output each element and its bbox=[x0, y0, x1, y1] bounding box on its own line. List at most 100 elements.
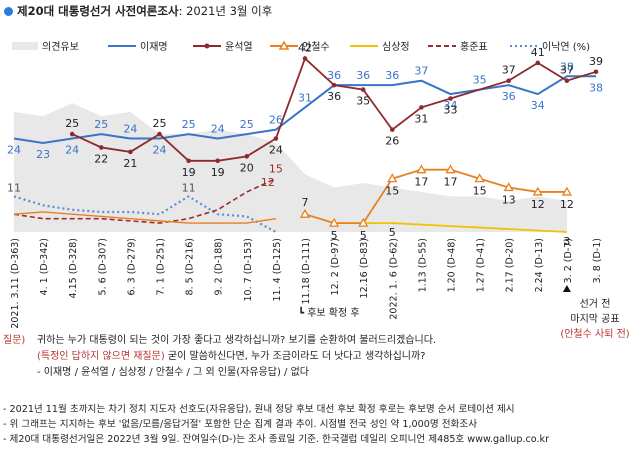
footnote-3: - 제20대 대통령선거일은 2022년 3월 9일. 잔여일수(D-)는 조사… bbox=[3, 434, 550, 446]
x-tick-18: 2.24 (D-13) bbox=[534, 238, 545, 292]
lee-label-8: 25 bbox=[240, 118, 254, 131]
yoon-point-7 bbox=[215, 158, 220, 164]
ahn-label-4: 17 bbox=[414, 176, 428, 189]
yoon-point-5 bbox=[157, 131, 162, 137]
legend-undecided-swatch bbox=[12, 42, 38, 50]
x-tick-11: 12. 2 (D-97) bbox=[330, 238, 341, 295]
ahn-point-14 bbox=[416, 164, 427, 174]
ahn-early-line bbox=[13, 211, 277, 224]
final-line2: 마지막 공표 bbox=[570, 314, 620, 325]
ahn-point-13 bbox=[387, 173, 398, 183]
lee-label-7: 24 bbox=[211, 123, 225, 136]
x-tick-10: 11.18 (D-111) bbox=[301, 238, 312, 305]
yoon-label-11: 26 bbox=[385, 135, 399, 148]
yoon-label-15: 41 bbox=[531, 46, 545, 59]
yoon-point-4 bbox=[128, 149, 133, 155]
yoon-point-17 bbox=[506, 78, 512, 83]
ahn-point-16 bbox=[474, 173, 485, 183]
question-line1: 귀하는 누가 대통령이 되는 것이 가장 좋다고 생각하십니까? 보기를 순환하… bbox=[37, 335, 437, 346]
yoon-point-19 bbox=[564, 78, 570, 83]
lee-label-10: 31 bbox=[298, 91, 312, 104]
legend-yoon-marker bbox=[204, 43, 210, 49]
lee-label-9: 26 bbox=[269, 114, 283, 127]
lee-label-11: 36 bbox=[327, 69, 341, 82]
lee-label-17: 36 bbox=[502, 90, 516, 103]
legend-yoon-label: 윤석열 bbox=[225, 41, 253, 53]
ahn-label-1: 5 bbox=[331, 229, 338, 242]
nominee-text: 후보 확정 후 bbox=[307, 308, 360, 319]
hong-line bbox=[13, 177, 277, 224]
title-rest: : 2021년 3월 이후 bbox=[178, 4, 273, 18]
lee-label-15: 34 bbox=[444, 99, 458, 112]
ahn-label-0: 7 bbox=[302, 196, 309, 209]
ahn-point-10 bbox=[299, 208, 311, 218]
page-title: 제20대 대통령선거 사전여론조사: 2021년 3월 이후 bbox=[4, 3, 272, 19]
undecided-area bbox=[14, 102, 567, 232]
yoon-point-6 bbox=[186, 158, 191, 164]
yoon-label-12: 31 bbox=[414, 112, 428, 125]
x-tick-1: 4. 1 (D-342) bbox=[39, 238, 50, 295]
yoon-point-8 bbox=[244, 154, 250, 159]
lee-label-12: 36 bbox=[356, 69, 370, 82]
yoon-line-0 bbox=[71, 56, 597, 162]
x-tick-4: 6. 3 (D-279) bbox=[126, 238, 137, 295]
lee-label-2: 24 bbox=[65, 144, 79, 157]
lee-label-19: 38 bbox=[560, 60, 574, 73]
lee-label-13: 36 bbox=[385, 69, 399, 82]
lee-label-20: 38 bbox=[589, 81, 603, 94]
x-tick-20: 3. 8 (D-1) bbox=[592, 238, 603, 283]
lee-label-18: 34 bbox=[531, 99, 545, 112]
yoon-label-4: 19 bbox=[182, 166, 196, 179]
x-tick-2: 4.15 (D-328) bbox=[68, 238, 79, 298]
legend-undecided-label: 의견유보 bbox=[42, 41, 79, 53]
x-tick-3: 5. 6 (D-307) bbox=[97, 238, 108, 295]
ahn-label-8: 12 bbox=[531, 198, 545, 211]
nominee-annotation: ┗ 후보 확정 후 bbox=[298, 308, 360, 319]
ahn-label-7: 13 bbox=[502, 194, 516, 207]
x-tick-5: 7. 1 (D-251) bbox=[156, 238, 167, 295]
yoon-point-3 bbox=[99, 145, 104, 150]
x-tick-16: 1.27 (D-41) bbox=[476, 238, 487, 292]
yoon-label-7: 24 bbox=[269, 144, 283, 157]
ahn-point-19 bbox=[561, 186, 573, 196]
ahn-label-9: 12 bbox=[560, 198, 574, 211]
question-line3: - 이재명 / 윤석열 / 심상정 / 안철수 / 그 외 인물(자유응답) /… bbox=[37, 367, 309, 378]
footnote-1: - 2021년 11월 초까지는 차기 정치 지도자 선호도(자유응답), 원내… bbox=[3, 404, 515, 415]
sim-label-3: 3 bbox=[563, 235, 570, 248]
x-tick-7: 9. 2 (D-188) bbox=[214, 238, 225, 295]
lee-label-5: 24 bbox=[153, 144, 167, 157]
lee-label-14: 37 bbox=[414, 65, 428, 78]
lnk-label-1: 11 bbox=[182, 181, 196, 194]
yoon-label-1: 22 bbox=[94, 152, 108, 165]
final-line1: 선거 전 bbox=[579, 299, 611, 310]
lee-label-3: 25 bbox=[94, 118, 108, 131]
question-line2-red: (특정인 답하지 않으면 재질문) bbox=[37, 351, 165, 362]
ahn-label-6: 15 bbox=[473, 185, 487, 198]
yoon-point-12 bbox=[360, 87, 366, 92]
final-annotation: 선거 전 마지막 공표 (안철수 사퇴 전) bbox=[560, 292, 630, 340]
yoon-point-18 bbox=[535, 60, 541, 66]
yoon-point-13 bbox=[390, 127, 395, 132]
yoon-point-15 bbox=[448, 96, 453, 101]
lee-label-16: 35 bbox=[473, 74, 487, 87]
legend-sim-label: 심상정 bbox=[382, 41, 410, 53]
ahn-point-17 bbox=[503, 182, 514, 192]
ahn-label-2: 5 bbox=[360, 229, 367, 242]
legend-hong-label: 홍준표 bbox=[460, 40, 488, 53]
chart: 의견유보 이재명 윤석열 안철수 심상정 홍준표 이낙연 (%) 24 23 24 25 24 24 25… bbox=[7, 40, 603, 329]
footnotes: - 2021년 11월 초까지는 차기 정치 지도자 선호도(자유응답), 원내… bbox=[3, 402, 549, 448]
yoon-point-9 bbox=[273, 136, 279, 141]
legend-ahn-marker bbox=[278, 40, 290, 50]
yoon-point-14 bbox=[419, 105, 424, 110]
hong-label-0: 12 bbox=[261, 176, 275, 189]
yoon-label-0: 25 bbox=[65, 117, 79, 130]
ahn-label-3: 15 bbox=[385, 185, 399, 198]
final-marker-icon bbox=[562, 285, 571, 292]
yoon-label-5: 19 bbox=[211, 166, 225, 179]
legend-lnk-label: 이낙연 (%) bbox=[542, 41, 590, 53]
legend-ahn-label: 안철수 bbox=[302, 41, 330, 53]
x-tick-12: 12.16 (D-83) bbox=[359, 238, 370, 298]
yoon-label-6: 20 bbox=[240, 161, 254, 174]
question-block: 질문) 귀하는 누가 대통령이 되는 것이 가장 좋다고 생각하십니까? 보기를 … bbox=[3, 333, 436, 381]
final-line3: (안철수 사퇴 전) bbox=[560, 329, 630, 340]
